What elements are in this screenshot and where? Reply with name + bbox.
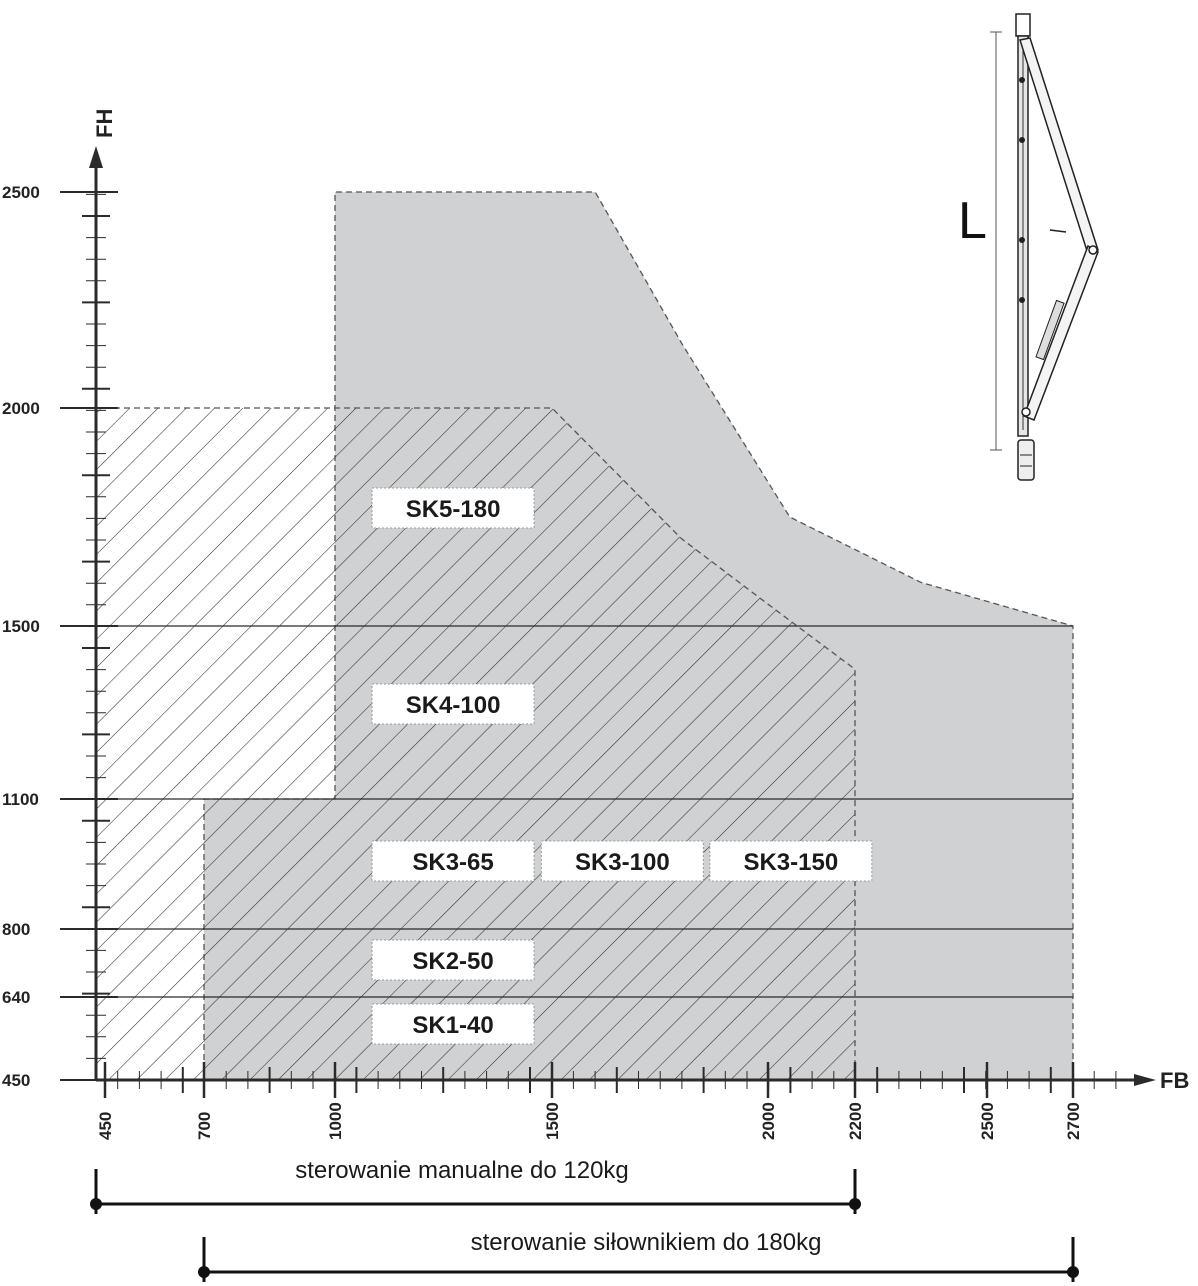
band-label-box bbox=[371, 683, 535, 725]
range-end-dot bbox=[90, 1198, 102, 1210]
y-axis-title: FH bbox=[92, 109, 117, 138]
region-actuator-outline bbox=[203, 191, 1074, 1080]
y-tick-label: 640 bbox=[2, 988, 30, 1007]
band-label: SK4-100 bbox=[406, 692, 501, 719]
x-tick-label: 450 bbox=[96, 1112, 115, 1140]
x-tick-label: 2700 bbox=[1064, 1102, 1083, 1140]
band-label-box bbox=[371, 1003, 535, 1045]
y-axis-arrow bbox=[89, 146, 103, 168]
band-label-box bbox=[371, 840, 535, 882]
range-end-dot bbox=[198, 1266, 210, 1278]
band-label: SK2-50 bbox=[412, 948, 493, 975]
region-manual-outline bbox=[95, 407, 856, 1080]
band-label: SK3-150 bbox=[743, 849, 838, 876]
band-label: SK3-100 bbox=[575, 849, 670, 876]
y-tick-label: 450 bbox=[2, 1071, 30, 1090]
x-tick-label: 2200 bbox=[846, 1102, 865, 1140]
range-label: sterowanie manualne do 120kg bbox=[295, 1157, 629, 1184]
band-label: SK1-40 bbox=[412, 1012, 493, 1039]
y-tick-label: 1100 bbox=[2, 790, 39, 809]
y-tick-label: 1500 bbox=[2, 617, 40, 636]
x-tick-label: 2000 bbox=[759, 1102, 778, 1140]
dimension-label: L bbox=[958, 192, 987, 250]
y-tick-label: 800 bbox=[2, 920, 30, 939]
band-label-box bbox=[371, 939, 535, 981]
band-label-box bbox=[540, 840, 704, 882]
band-label-box bbox=[371, 487, 535, 529]
x-tick-label: 1500 bbox=[543, 1102, 562, 1140]
y-tick-label: 2500 bbox=[2, 183, 40, 202]
x-tick-label: 700 bbox=[195, 1112, 214, 1140]
band-label: SK3-65 bbox=[412, 849, 493, 876]
range-end-dot bbox=[1067, 1266, 1079, 1278]
x-axis-title: FB bbox=[1160, 1068, 1189, 1093]
y-tick-label: 2000 bbox=[2, 399, 40, 418]
band-label: SK5-180 bbox=[406, 496, 501, 523]
range-end-dot bbox=[849, 1198, 861, 1210]
region-manual-120kg bbox=[96, 408, 855, 1080]
x-tick-label: 2500 bbox=[978, 1102, 997, 1140]
range-label: sterowanie siłownikiem do 180kg bbox=[471, 1229, 822, 1256]
scissor-stay-icon bbox=[990, 13, 1099, 481]
x-axis-arrow bbox=[1134, 1074, 1156, 1086]
x-tick-label: 1000 bbox=[326, 1102, 345, 1140]
band-label-box bbox=[709, 840, 873, 882]
